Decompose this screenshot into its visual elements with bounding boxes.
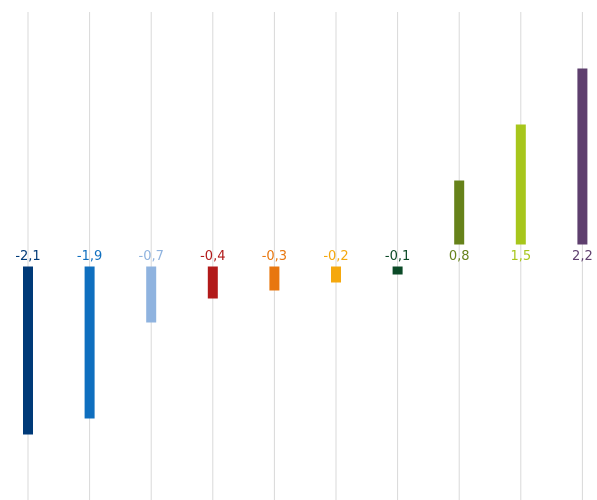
- data-label: -1,9: [77, 249, 102, 264]
- bar: [331, 266, 341, 283]
- data-label: -2,1: [15, 249, 40, 264]
- bar: [146, 266, 157, 323]
- data-label: -0,3: [262, 249, 287, 264]
- data-label: -0,4: [200, 249, 225, 264]
- bar: [577, 68, 588, 245]
- data-label: 2,2: [572, 249, 593, 264]
- data-label: 0,8: [449, 249, 470, 264]
- bar: [392, 266, 403, 275]
- bar: [269, 266, 280, 291]
- bar: [515, 124, 526, 245]
- data-label: -0,1: [385, 249, 410, 264]
- bar: [84, 266, 95, 419]
- bar: [207, 266, 218, 299]
- data-label: -0,2: [323, 249, 348, 264]
- data-label: 1,5: [510, 249, 531, 264]
- data-label: -0,7: [139, 249, 164, 264]
- bar: [454, 180, 465, 245]
- bar: [23, 266, 33, 435]
